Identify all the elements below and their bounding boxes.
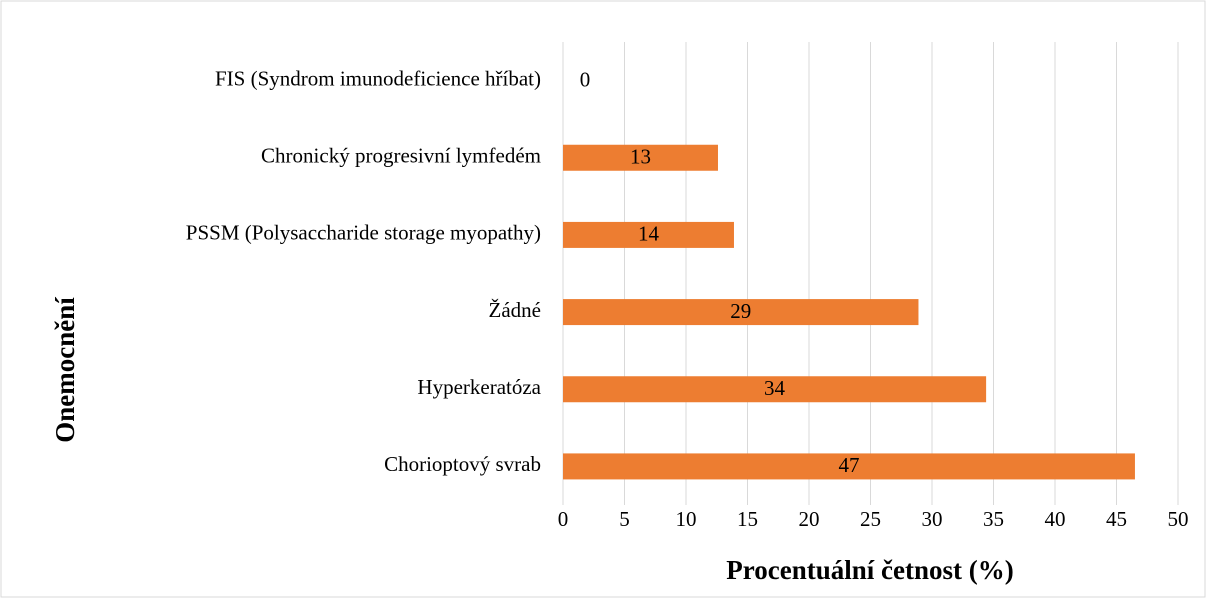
data-label: 0: [580, 67, 591, 91]
bar: [563, 453, 1135, 480]
x-tick-label: 50: [1168, 507, 1189, 531]
x-tick-label: 35: [983, 507, 1004, 531]
x-axis-title: Procentuální četnost (%): [726, 555, 1013, 585]
x-tick-label: 10: [676, 507, 697, 531]
bar: [563, 299, 919, 326]
data-label: 47: [838, 453, 859, 477]
y-tick-label: Hyperkeratóza: [417, 375, 541, 399]
y-tick-label: PSSM (Polysaccharide storage myopathy): [186, 221, 541, 245]
bar: [563, 376, 987, 403]
x-tick-label: 5: [619, 507, 630, 531]
bar: [563, 221, 734, 248]
x-tick-label: 25: [860, 507, 881, 531]
bar: [563, 144, 718, 171]
y-tick-label: Chorioptový svrab: [384, 452, 541, 476]
y-tick-label: FIS (Syndrom imunodeficience hříbat): [215, 66, 541, 90]
data-label: 14: [638, 222, 660, 246]
x-tick-label: 30: [922, 507, 943, 531]
x-tick-label: 0: [558, 507, 569, 531]
x-tick-label: 15: [737, 507, 758, 531]
y-tick-label: Žádné: [489, 298, 541, 322]
data-label: 29: [730, 299, 751, 323]
y-axis-title: Onemocnění: [50, 297, 80, 443]
x-tick-label: 45: [1106, 507, 1127, 531]
y-tick-label: Chronický progresivní lymfedém: [261, 144, 541, 168]
x-tick-label: 20: [799, 507, 820, 531]
data-label: 13: [630, 145, 651, 169]
data-label: 34: [764, 376, 786, 400]
x-tick-label: 40: [1045, 507, 1066, 531]
